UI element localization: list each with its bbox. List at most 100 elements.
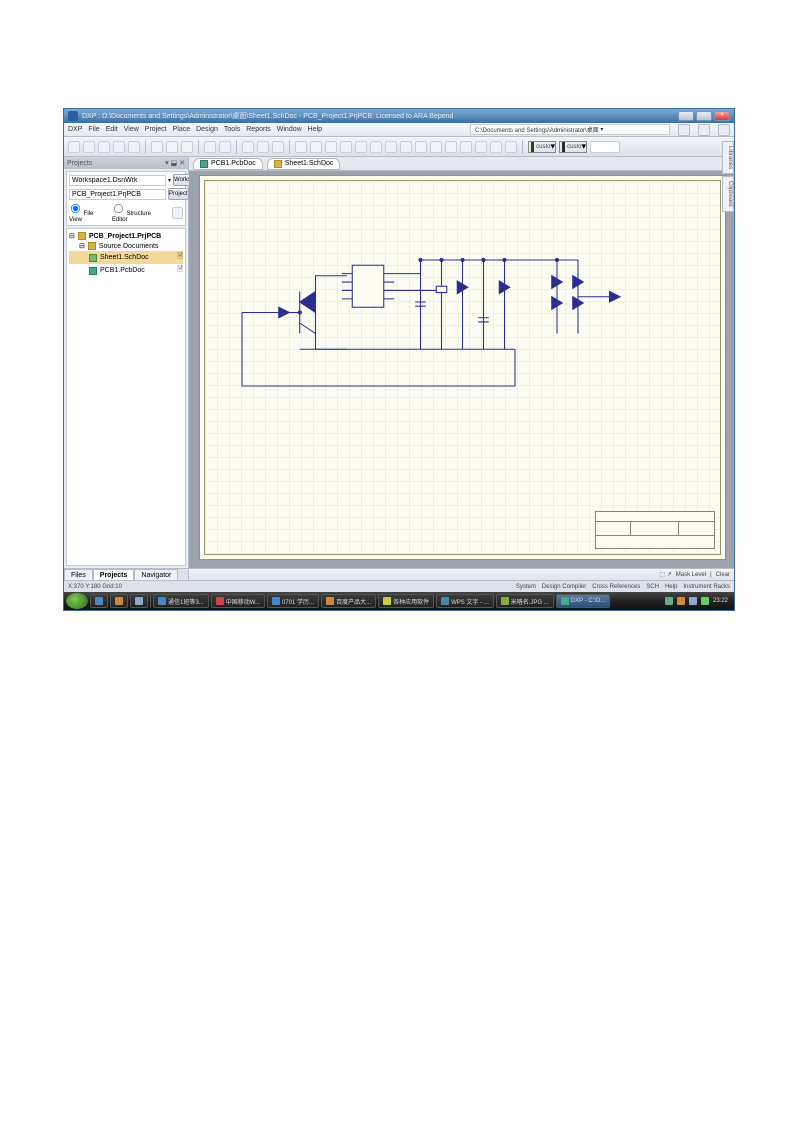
taskbar-item[interactable]: WPS 文字 - ... — [436, 594, 494, 608]
page-container: DXP : D:\Documents and Settings\Administ… — [0, 0, 800, 1132]
menu-view[interactable]: View — [124, 126, 139, 133]
tool-preview[interactable] — [128, 141, 140, 153]
taskbar-item[interactable]: 百度产品大... — [321, 594, 376, 608]
tool-bus[interactable] — [310, 141, 322, 153]
tool-net[interactable] — [340, 141, 352, 153]
status-sch[interactable]: SCH — [646, 584, 659, 590]
tool-copy[interactable] — [166, 141, 178, 153]
taskbar-item[interactable]: 中国移动W... — [211, 594, 265, 608]
menu-help[interactable]: Help — [308, 126, 322, 133]
status-instrument-racks[interactable]: Instrument Racks — [683, 584, 730, 590]
quicklaunch-2[interactable] — [110, 594, 128, 608]
quicklaunch-3[interactable] — [130, 594, 148, 608]
status-design-compiler[interactable]: Design Compiler — [542, 584, 586, 590]
canvas-wrapper — [189, 171, 734, 568]
tool-misc4[interactable] — [505, 141, 517, 153]
status-cross-references[interactable]: Cross References — [592, 584, 640, 590]
menu-file[interactable]: File — [88, 126, 99, 133]
tab-projects[interactable]: Projects — [93, 569, 135, 580]
tool-rect[interactable] — [430, 141, 442, 153]
minimize-button[interactable]: − — [678, 111, 694, 121]
tool-new[interactable] — [68, 141, 80, 153]
tool-line[interactable] — [415, 141, 427, 153]
tool-blank[interactable] — [590, 141, 620, 153]
nav-back-button[interactable] — [678, 124, 690, 136]
clear-button[interactable]: Clear — [716, 572, 730, 578]
tool-cut[interactable] — [151, 141, 163, 153]
start-button[interactable] — [66, 593, 88, 609]
tool-save[interactable] — [98, 141, 110, 153]
tool-misc3[interactable] — [490, 141, 502, 153]
panel-buttons[interactable]: ▾ ⬓ ✕ — [165, 159, 185, 167]
projects-panel-title[interactable]: Projects ▾ ⬓ ✕ — [64, 157, 188, 169]
project-input[interactable] — [69, 189, 166, 200]
workspace-input[interactable] — [69, 175, 166, 186]
tab-files[interactable]: Files — [64, 569, 93, 580]
system-tray[interactable]: 23:22 — [665, 597, 732, 605]
clock: 23:22 — [713, 598, 728, 604]
color-swatch-2[interactable]: custo▾ — [559, 141, 587, 153]
taskbar-item[interactable]: 米咯名.JPG ... — [496, 594, 554, 608]
toolbar-sep — [236, 140, 237, 154]
window-titlebar[interactable]: DXP : D:\Documents and Settings\Administ… — [64, 109, 734, 123]
tool-misc1[interactable] — [460, 141, 472, 153]
tree-source-documents[interactable]: ⊟Source Documents — [69, 241, 183, 251]
window-buttons: − □ × — [678, 111, 730, 121]
maximize-button[interactable]: □ — [696, 111, 712, 121]
taskbar-item[interactable]: 通信1班等3... — [153, 594, 209, 608]
doctab-pcb1[interactable]: PCB1.PcbDoc — [193, 158, 263, 170]
schematic-sheet[interactable] — [199, 175, 726, 560]
sidetab-clipboard[interactable]: Clipboard — [722, 176, 734, 212]
quicklaunch-ie[interactable] — [90, 594, 108, 608]
nav-fwd-button[interactable] — [698, 124, 710, 136]
taskbar-item[interactable]: 0701 学历... — [267, 594, 319, 608]
tool-port[interactable] — [370, 141, 382, 153]
panel-refresh-icon[interactable] — [172, 207, 184, 219]
sidetab-libraries[interactable]: Libraries — [722, 141, 734, 174]
tool-zoom[interactable] — [242, 141, 254, 153]
tool-paste[interactable] — [181, 141, 193, 153]
menu-design[interactable]: Design — [196, 126, 218, 133]
windows-taskbar: 通信1班等3... 中国移动W... 0701 学历... 百度产品大... 各… — [64, 592, 734, 610]
status-help[interactable]: Help — [665, 584, 677, 590]
tree-sheet1-schdoc[interactable]: Sheet1.SchDoc🗎 — [69, 251, 183, 264]
window-title: DXP : D:\Documents and Settings\Administ… — [82, 111, 453, 121]
tool-sheet[interactable] — [385, 141, 397, 153]
project-tree[interactable]: ⊟PCB_Project1.PrjPCB ⊟Source Documents S… — [66, 228, 186, 566]
menu-tools[interactable]: Tools — [224, 126, 240, 133]
tool-power[interactable] — [355, 141, 367, 153]
tree-project-root[interactable]: ⊟PCB_Project1.PrjPCB — [69, 231, 183, 241]
menu-edit[interactable]: Edit — [106, 126, 118, 133]
nav-home-button[interactable] — [718, 124, 730, 136]
structure-editor-radio[interactable]: Structure Editor — [112, 202, 166, 223]
tool-select[interactable] — [272, 141, 284, 153]
file-view-radio[interactable]: File View — [69, 202, 106, 223]
color-swatch-1[interactable]: custo▾ — [528, 141, 556, 153]
menu-reports[interactable]: Reports — [246, 126, 271, 133]
tool-text[interactable] — [445, 141, 457, 153]
tool-misc2[interactable] — [475, 141, 487, 153]
project-button[interactable]: Project — [168, 188, 189, 200]
menu-place[interactable]: Place — [173, 126, 191, 133]
document-tabs: PCB1.PcbDoc Sheet1.SchDoc — [189, 157, 734, 171]
tool-redo[interactable] — [219, 141, 231, 153]
close-button[interactable]: × — [714, 111, 730, 121]
tool-print[interactable] — [113, 141, 125, 153]
status-system[interactable]: System — [516, 584, 536, 590]
tab-navigator[interactable]: Navigator — [134, 569, 178, 580]
taskbar-item-active[interactable]: DXP - C:\D... — [556, 594, 611, 608]
tree-pcb1-pcbdoc[interactable]: PCB1.PcbDoc🗎 — [69, 264, 183, 277]
tool-part[interactable] — [325, 141, 337, 153]
taskbar-item[interactable]: 各种应用软件 — [378, 594, 434, 608]
menu-project[interactable]: Project — [145, 126, 167, 133]
tool-open[interactable] — [83, 141, 95, 153]
menu-window[interactable]: Window — [277, 126, 302, 133]
tool-arc[interactable] — [400, 141, 412, 153]
doctab-sheet1[interactable]: Sheet1.SchDoc — [267, 158, 341, 170]
mask-level-label[interactable]: Mask Level — [676, 572, 706, 578]
menu-dxp[interactable]: DXP — [68, 126, 82, 133]
tool-wire[interactable] — [295, 141, 307, 153]
tool-fit[interactable] — [257, 141, 269, 153]
tool-undo[interactable] — [204, 141, 216, 153]
path-field[interactable]: C:\Documents and Settings\Administrator\… — [470, 124, 670, 135]
